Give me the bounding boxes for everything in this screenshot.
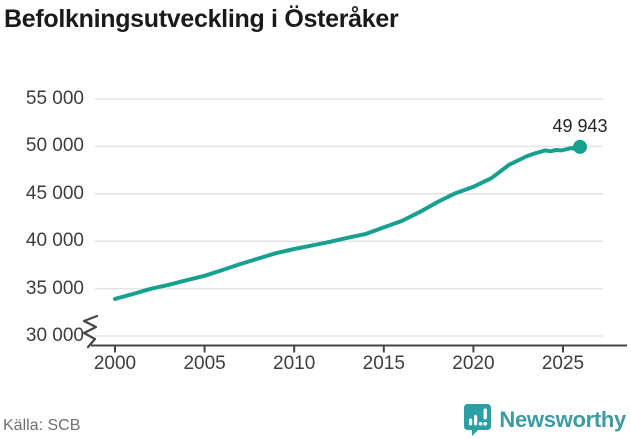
x-tick-label: 2000 — [93, 353, 137, 374]
y-tick-label: 40 000 — [25, 230, 84, 252]
chart-title: Befolkningsutveckling i Österåker — [4, 5, 399, 33]
y-tick-label: 50 000 — [25, 135, 84, 157]
x-tick-label: 2020 — [452, 353, 495, 374]
axis-break-icon — [82, 314, 99, 349]
source-label: Källa: SCB — [3, 417, 81, 434]
population-line — [113, 144, 582, 301]
newsworthy-wordmark: Newsworthy — [499, 406, 626, 432]
x-tick-label: 2005 — [183, 353, 226, 374]
newsworthy-logo-icon — [464, 403, 492, 436]
y-tick-label: 35 000 — [25, 277, 84, 299]
newsworthy-logo: Newsworthy — [463, 402, 626, 437]
latest-value-label: 49 943 — [552, 115, 608, 136]
latest-point-marker — [573, 139, 587, 154]
x-tick-label: 2025 — [541, 353, 585, 374]
y-tick-label: 30 000 — [25, 325, 84, 346]
x-tick-label: 2010 — [273, 353, 316, 374]
y-tick-label: 55 000 — [25, 88, 84, 109]
y-tick-label: 45 000 — [25, 182, 84, 204]
x-tick-label: 2015 — [362, 353, 405, 374]
